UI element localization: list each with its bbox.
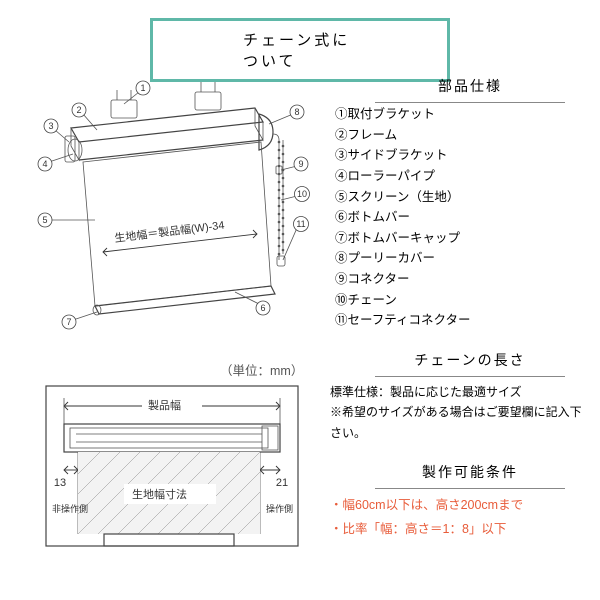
svg-text:操作側: 操作側 <box>266 503 293 514</box>
svg-text:11: 11 <box>296 219 305 229</box>
svg-text:8: 8 <box>294 107 299 117</box>
list-item: ③サイドブラケット <box>335 145 471 166</box>
svg-text:非操作側: 非操作側 <box>52 503 88 514</box>
svg-text:生地幅寸法: 生地幅寸法 <box>132 487 187 501</box>
unit-label: （単位：mm） <box>220 360 303 379</box>
chain-section-title: チェーンの長さ <box>375 350 565 377</box>
cross-section-diagram: 製品幅 13 21 生地幅寸法 非操作側 操作側 <box>44 384 304 564</box>
chain-text-line: 標準仕様：製品に応じた最適サイズ <box>330 382 590 402</box>
svg-text:7: 7 <box>66 317 71 327</box>
list-item: ・幅60cm以下は、高さ200cmまで <box>330 494 523 518</box>
title-text: チェーン式について <box>243 32 350 70</box>
svg-text:6: 6 <box>260 303 265 313</box>
svg-text:4: 4 <box>42 159 47 169</box>
svg-text:5: 5 <box>42 215 47 225</box>
list-item: ⑤スクリーン（生地） <box>335 187 471 208</box>
list-item: ⑪セーフティコネクター <box>335 310 471 331</box>
list-item: ⑥ボトムバー <box>335 207 471 228</box>
svg-text:3: 3 <box>48 121 53 131</box>
list-item: ②フレーム <box>335 125 471 146</box>
list-item: ④ローラーパイプ <box>335 166 471 187</box>
main-diagram: 生地幅＝製品幅(W)-34 1 2 3 4 5 6 7 8 9 10 11 <box>25 70 315 330</box>
svg-text:2: 2 <box>76 105 81 115</box>
parts-list: ①取付ブラケット ②フレーム ③サイドブラケット ④ローラーパイプ ⑤スクリーン… <box>335 104 471 331</box>
list-item: ⑩チェーン <box>335 290 471 311</box>
fabric-width-label: 生地幅＝製品幅(W)-34 <box>114 218 225 245</box>
svg-text:9: 9 <box>298 159 303 169</box>
svg-text:21: 21 <box>276 477 288 489</box>
svg-text:10: 10 <box>297 189 307 199</box>
chain-text: 標準仕様：製品に応じた最適サイズ ※希望のサイズがある場合はご要望欄に記入下さい… <box>330 382 590 443</box>
svg-text:1: 1 <box>140 83 145 93</box>
chain-text-line: ※希望のサイズがある場合はご要望欄に記入下さい。 <box>330 402 590 443</box>
cond-section-title: 製作可能条件 <box>375 462 565 489</box>
list-item: ⑦ボトムバーキャップ <box>335 228 471 249</box>
list-item: ⑨コネクター <box>335 269 471 290</box>
list-item: ⑧プーリーカバー <box>335 248 471 269</box>
svg-text:13: 13 <box>54 477 66 489</box>
list-item: ①取付ブラケット <box>335 104 471 125</box>
chain-icon <box>273 134 285 266</box>
cond-list: ・幅60cm以下は、高さ200cmまで ・比率「幅：高さ＝1：8」以下 <box>330 494 523 542</box>
list-item: ・比率「幅：高さ＝1：8」以下 <box>330 518 523 542</box>
svg-text:製品幅: 製品幅 <box>148 398 181 412</box>
parts-section-title: 部品仕様 <box>375 76 565 103</box>
